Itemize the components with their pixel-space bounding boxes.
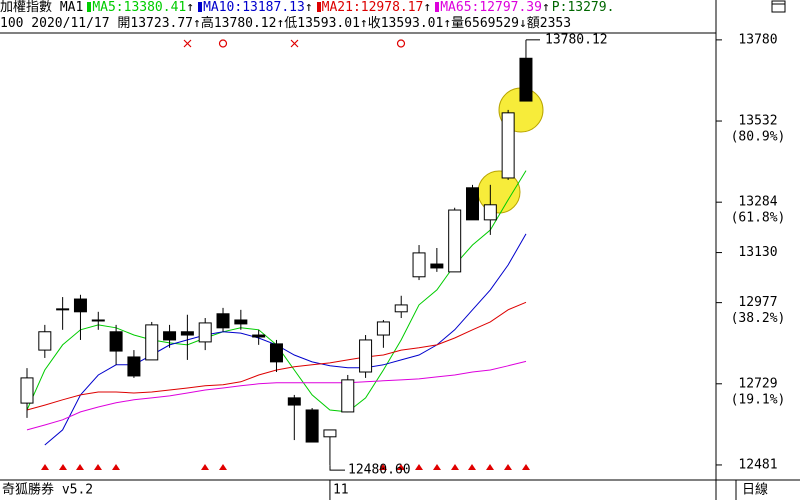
candle-body (305, 409, 319, 443)
candle-body (519, 57, 533, 102)
level-label: (38.2%) (731, 311, 786, 326)
ma-line (26, 360, 527, 431)
ma-line (44, 233, 527, 446)
header: 加權指數 MA1 MA5:13380.41↑ MA10:13187.13↑ MA21:… (0, 0, 712, 33)
legend-swatch (316, 2, 321, 12)
candle-body (109, 331, 123, 352)
level-label: (80.9%) (731, 130, 786, 145)
candle-body (466, 187, 479, 221)
legend-label: MA21:12978.17 (321, 0, 424, 15)
legend-label: MA5:13380.41 (92, 0, 187, 15)
candle-body (341, 379, 355, 413)
candle-body (198, 322, 212, 343)
legend-swatch (435, 2, 440, 12)
annotation-leader (329, 465, 345, 471)
title: 加權指數 MA1 (0, 0, 84, 15)
candle-body (234, 319, 248, 325)
candle-body (56, 308, 70, 311)
legend: 加權指數 MA1 MA5:13380.41↑ MA10:13187.13↑ MA21:… (0, 0, 712, 16)
candle-body (127, 356, 141, 377)
candle-body (145, 324, 159, 361)
legend-trend: ↑ (186, 0, 195, 15)
candle-body (269, 343, 283, 363)
y-tick-label: 12729 (738, 376, 777, 391)
legend-swatch (198, 2, 203, 12)
window-icon[interactable] (771, 0, 786, 13)
candle-body (501, 112, 515, 179)
annotation: 12480.60 (348, 463, 411, 478)
candle-body (323, 429, 337, 438)
candle-body (483, 204, 497, 221)
y-tick-label: 13130 (738, 245, 777, 260)
candle-body (448, 209, 462, 273)
candle-body (252, 334, 266, 338)
level-label: (19.1%) (731, 392, 786, 407)
candle-body (287, 397, 301, 406)
x-tick-label: 11 (333, 483, 349, 498)
period[interactable]: 日線 (742, 482, 768, 498)
candle-body (376, 321, 390, 336)
annotation: 13780.12 (545, 32, 608, 47)
candle-body (359, 339, 373, 373)
candle-body (412, 252, 426, 278)
signal-markers (183, 39, 406, 48)
y-tick-label: 13532 (738, 114, 777, 129)
candle-body (73, 298, 87, 313)
candle-body (20, 377, 34, 404)
candle-body (180, 331, 194, 336)
legend-trend: ↑ (304, 0, 313, 15)
candle-body (38, 331, 52, 351)
y-tick-label: 12481 (738, 457, 777, 472)
legend-swatch (87, 2, 92, 12)
legend-label: MA65:12797.39 (440, 0, 542, 15)
legend-label: MA10:13187.13 (203, 0, 305, 15)
candle-body (394, 304, 408, 313)
candle-body (430, 263, 444, 269)
level-label: (61.8%) (731, 211, 786, 226)
candle-body (91, 319, 105, 322)
legend-trend: ↑ (541, 0, 550, 15)
header-extra: P:13279. (551, 0, 615, 15)
y-tick-label: 12977 (738, 295, 777, 310)
legend-trend: ↑ (423, 0, 432, 15)
info-line: 100 2020/11/17 開13723.77↑高13780.12↑低1359… (0, 16, 572, 31)
candle-body (163, 331, 177, 341)
y-tick-label: 13284 (738, 195, 777, 210)
y-tick-label: 13780 (738, 32, 777, 47)
candle-body (216, 313, 230, 329)
app-name: 奇狐勝券 v5.2 (2, 482, 93, 498)
